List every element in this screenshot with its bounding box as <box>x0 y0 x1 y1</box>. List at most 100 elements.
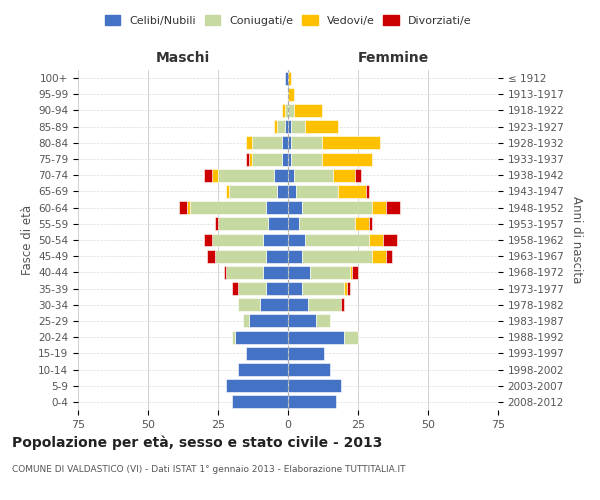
Bar <box>383 234 397 246</box>
Bar <box>232 282 238 295</box>
Bar <box>218 169 274 181</box>
Bar <box>288 330 344 344</box>
Bar <box>308 298 341 311</box>
Y-axis label: Fasce di età: Fasce di età <box>21 205 34 275</box>
Bar <box>190 201 266 214</box>
Bar <box>288 250 302 262</box>
Bar <box>288 266 310 279</box>
Bar <box>285 72 288 85</box>
Bar <box>288 218 299 230</box>
Bar <box>299 218 355 230</box>
Bar <box>238 363 288 376</box>
Bar <box>229 185 277 198</box>
Text: Maschi: Maschi <box>156 51 210 65</box>
Bar <box>291 136 322 149</box>
Bar <box>246 152 249 166</box>
Bar <box>322 136 380 149</box>
Bar <box>316 314 330 328</box>
Bar <box>288 282 302 295</box>
Bar <box>310 266 350 279</box>
Bar <box>212 234 263 246</box>
Bar <box>288 234 305 246</box>
Bar <box>266 282 288 295</box>
Bar <box>322 152 372 166</box>
Bar <box>386 201 400 214</box>
Bar <box>291 120 305 133</box>
Bar <box>226 379 288 392</box>
Bar <box>246 136 251 149</box>
Bar <box>251 152 283 166</box>
Bar <box>204 169 212 181</box>
Bar <box>263 234 288 246</box>
Bar <box>288 347 325 360</box>
Bar <box>226 185 229 198</box>
Bar <box>266 201 288 214</box>
Bar <box>288 169 293 181</box>
Bar <box>215 250 266 262</box>
Bar <box>288 136 291 149</box>
Bar <box>249 314 288 328</box>
Bar <box>288 396 335 408</box>
Bar <box>293 169 333 181</box>
Bar <box>238 282 266 295</box>
Text: COMUNE DI VALDASTICO (VI) - Dati ISTAT 1° gennaio 2013 - Elaborazione TUTTITALIA: COMUNE DI VALDASTICO (VI) - Dati ISTAT 1… <box>12 465 406 474</box>
Bar <box>283 152 288 166</box>
Bar <box>226 266 263 279</box>
Bar <box>302 250 372 262</box>
Bar <box>187 201 190 214</box>
Bar <box>302 201 372 214</box>
Bar <box>207 250 215 262</box>
Bar <box>369 218 372 230</box>
Bar <box>305 234 369 246</box>
Bar <box>355 169 361 181</box>
Bar <box>215 218 218 230</box>
Bar <box>288 72 291 85</box>
Y-axis label: Anni di nascita: Anni di nascita <box>570 196 583 284</box>
Text: Femmine: Femmine <box>358 51 428 65</box>
Bar <box>263 266 288 279</box>
Text: Popolazione per età, sesso e stato civile - 2013: Popolazione per età, sesso e stato civil… <box>12 435 382 450</box>
Bar <box>277 120 285 133</box>
Bar <box>251 136 283 149</box>
Bar <box>285 120 288 133</box>
Bar <box>288 314 316 328</box>
Bar <box>367 185 369 198</box>
Bar <box>266 250 288 262</box>
Bar <box>344 330 358 344</box>
Bar <box>285 104 288 117</box>
Bar <box>288 185 296 198</box>
Bar <box>293 104 322 117</box>
Bar <box>268 218 288 230</box>
Bar <box>204 234 212 246</box>
Bar <box>232 330 235 344</box>
Bar <box>288 152 291 166</box>
Bar <box>288 104 293 117</box>
Bar <box>260 298 288 311</box>
Bar <box>338 185 367 198</box>
Bar <box>288 201 302 214</box>
Bar <box>243 314 249 328</box>
Bar <box>283 136 288 149</box>
Bar <box>288 379 341 392</box>
Bar <box>218 218 268 230</box>
Bar <box>352 266 358 279</box>
Bar <box>249 152 251 166</box>
Bar <box>288 88 293 101</box>
Bar <box>305 120 338 133</box>
Bar <box>344 282 347 295</box>
Bar <box>347 282 350 295</box>
Bar <box>296 185 338 198</box>
Bar <box>291 152 322 166</box>
Bar <box>302 282 344 295</box>
Bar <box>283 104 285 117</box>
Bar <box>277 185 288 198</box>
Bar <box>274 169 288 181</box>
Bar <box>350 266 352 279</box>
Bar <box>372 201 386 214</box>
Bar <box>212 169 218 181</box>
Bar <box>232 396 288 408</box>
Bar <box>341 298 344 311</box>
Bar <box>235 330 288 344</box>
Bar <box>288 298 308 311</box>
Bar <box>246 347 288 360</box>
